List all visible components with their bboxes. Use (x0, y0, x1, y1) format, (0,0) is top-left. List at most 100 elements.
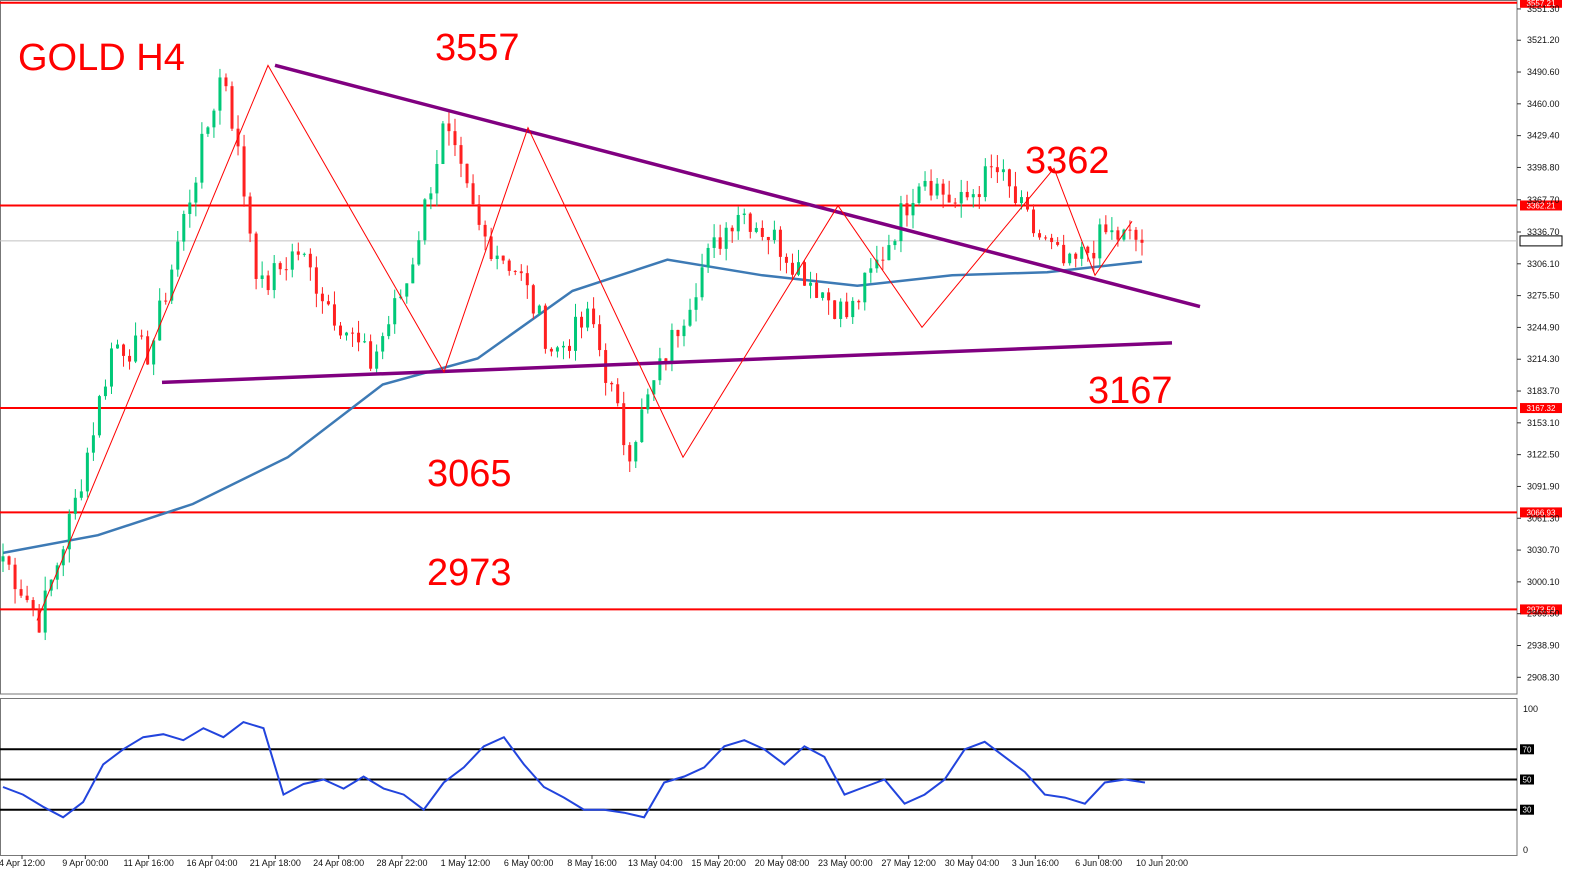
bear-candle (351, 332, 355, 334)
bear-candle (507, 260, 511, 271)
bull-candle (43, 590, 47, 633)
bull-candle (435, 164, 439, 194)
bear-candle (465, 163, 469, 184)
bull-candle (1122, 229, 1126, 240)
bear-candle (242, 146, 246, 197)
bull-candle (116, 344, 120, 349)
bear-candle (164, 300, 168, 302)
rsi-panel-border (0, 698, 1518, 856)
bull-candle (555, 347, 559, 352)
bear-candle (489, 236, 493, 259)
candles-layer (1, 68, 1144, 641)
bull-candle (887, 245, 891, 261)
bear-candle (266, 275, 270, 291)
bear-candle (1140, 239, 1144, 243)
bull-candle (170, 269, 174, 301)
bull-candle (260, 275, 264, 279)
bear-candle (567, 345, 571, 351)
bear-candle (483, 224, 487, 237)
bull-candle (561, 345, 565, 348)
chart-frame (0, 0, 1518, 856)
bull-candle (574, 316, 578, 351)
bear-candle (501, 255, 505, 261)
level-tag-label: 2973.59 (1527, 605, 1556, 614)
level-tag-label: 3167.32 (1527, 404, 1556, 413)
bear-candle (1116, 230, 1120, 240)
bull-candle (218, 77, 222, 111)
bull-candle (200, 133, 204, 183)
bull-candle (1110, 230, 1114, 233)
price-tick-label: 3429.40 (1527, 131, 1560, 141)
bull-candle (405, 283, 409, 297)
bear-candle (31, 600, 35, 609)
bull-candle (1098, 224, 1102, 259)
rsi-tick-label: 100 (1523, 704, 1538, 714)
bull-candle (441, 123, 445, 165)
time-tick-label: 21 Apr 18:00 (250, 858, 301, 868)
bear-candle (248, 196, 252, 234)
bear-candle (519, 271, 523, 274)
bull-candle (73, 497, 77, 514)
price-tick-label: 3061.30 (1527, 513, 1560, 523)
time-axis: 4 Apr 12:00 9 Apr 00:00 11 Apr 16:00 16 Apr… (0, 855, 1188, 868)
time-tick-label: 4 Apr 12:00 (0, 858, 45, 868)
level-tag-label: 3557.21 (1527, 0, 1556, 8)
bear-candle (1134, 229, 1138, 240)
bull-candle (694, 297, 698, 310)
bear-candle (803, 262, 807, 286)
bull-candle (772, 229, 776, 241)
level-tag (1520, 403, 1562, 414)
bull-candle (393, 298, 397, 325)
bull-candle (152, 340, 156, 365)
bear-candle (1044, 237, 1048, 239)
price-tick-label: 2908.30 (1527, 672, 1560, 682)
bull-candle (85, 452, 89, 492)
bull-candle (586, 308, 590, 328)
bull-candle (658, 358, 662, 381)
bear-candle (459, 145, 463, 164)
bull-candle (345, 332, 349, 336)
bull-candle (302, 253, 306, 255)
bull-candle (212, 110, 216, 128)
bear-candle (308, 253, 312, 268)
bear-candle (122, 344, 126, 356)
bear-candle (513, 270, 517, 272)
bull-candle (194, 182, 198, 203)
bull-candle (754, 227, 758, 232)
bear-candle (477, 204, 481, 225)
bear-candle (1104, 224, 1108, 233)
bull-candle (417, 240, 421, 265)
time-tick-label: 27 May 12:00 (881, 858, 936, 868)
bear-candle (610, 382, 614, 385)
bear-candle (833, 300, 837, 319)
bear-candle (784, 256, 788, 263)
bull-candle (821, 292, 825, 298)
bear-candle (453, 131, 457, 146)
bear-candle (1050, 237, 1054, 243)
bear-candle (790, 262, 794, 275)
bear-candle (1086, 246, 1090, 253)
current-price-tag (1519, 235, 1563, 247)
level-tag-label: 3362.21 (1527, 201, 1556, 210)
bear-candle (592, 308, 596, 325)
moving-average-line (2, 258, 1143, 555)
price-tick-label: 3244.90 (1527, 322, 1560, 332)
bull-candle (97, 396, 101, 436)
bull-candle (935, 183, 939, 196)
bear-candle (128, 355, 132, 362)
bear-candle (947, 194, 951, 203)
bear-candle (598, 324, 602, 351)
time-tick-label: 6 May 00:00 (504, 858, 554, 868)
rsi-level-tag (1520, 744, 1534, 755)
level-tag-label: 3066.93 (1527, 508, 1556, 517)
bear-candle (622, 403, 626, 446)
bear-candle (320, 293, 324, 302)
bull-candle (796, 262, 800, 275)
bull-candle (917, 186, 921, 204)
price-tick-label: 3460.00 (1527, 99, 1560, 109)
level-tag (1520, 0, 1562, 8)
bull-candle (272, 263, 276, 291)
price-tick-label: 3214.30 (1527, 354, 1560, 364)
bull-candle (1019, 197, 1023, 204)
